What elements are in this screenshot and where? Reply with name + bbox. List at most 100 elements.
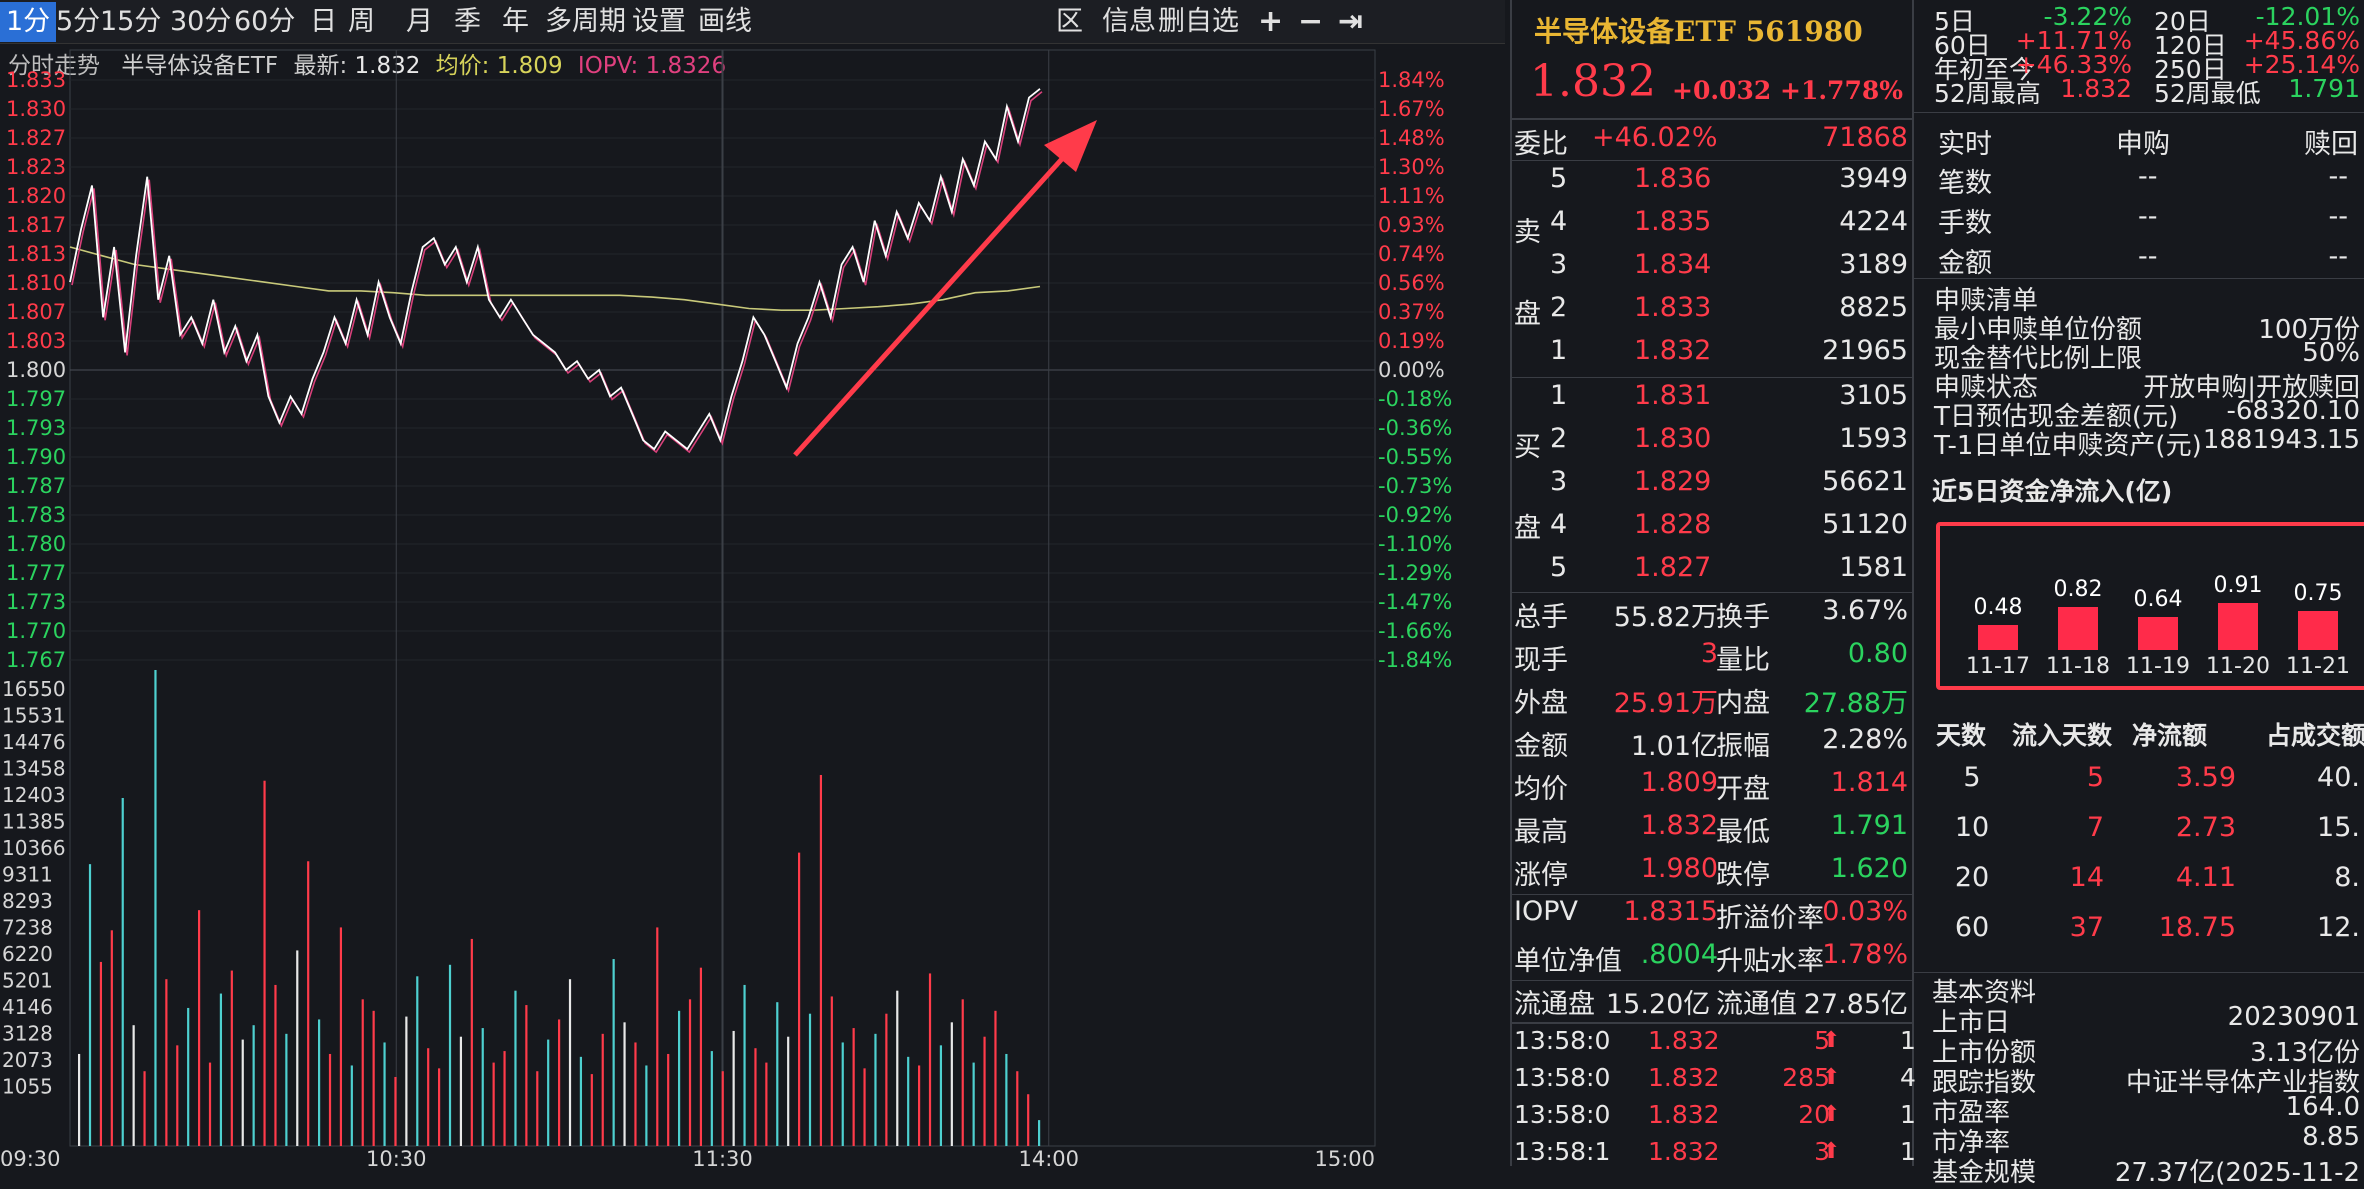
float-label: 流通盘 [1514,989,1595,1020]
bid-price[interactable]: 1.829 [1634,466,1712,497]
remove-watchlist-button[interactable]: 删自选 [1158,6,1239,37]
flow-table-pct: 12. [2317,912,2360,943]
divider [1512,118,1912,120]
collapse-panel-icon[interactable]: ⇥ [1338,4,1364,39]
divider [1512,980,1912,981]
period-tab-7[interactable]: 月 [406,6,433,37]
zoom-in-icon[interactable]: + [1258,4,1284,39]
period-tab-0[interactable]: 1分 [0,2,57,42]
price-tick-label: 1.777 [6,561,66,585]
stat-value: 3.67% [1822,595,1908,626]
volume-bar [776,1002,779,1146]
period-tab-4[interactable]: 60分 [234,6,296,37]
flow-table-days: 60 [1954,912,1990,943]
list-row-label: 最小申赎单位份额 [1934,315,2143,345]
volume-bar [481,1028,484,1146]
period-tab-5[interactable]: 日 [310,6,337,37]
creation-row-buy: -- [2138,201,2158,232]
flow-bar [1978,625,2018,650]
tick-extra: 1 [1900,1137,1916,1166]
basic-row-value: 8.85 [2302,1122,2360,1152]
period-tab-12[interactable]: 画线 [698,6,752,37]
weibi-label: 委比 [1514,129,1568,160]
bid-price[interactable]: 1.830 [1634,423,1712,454]
volume-bar [732,1030,735,1146]
price-tick-label: 1.823 [6,155,66,179]
flow-table-days: 20 [1954,862,1990,893]
creation-row-sell: -- [2328,161,2349,192]
basic-title: 基本资料 [1932,978,2037,1008]
flow-bar [2218,602,2258,650]
volume-bar [154,670,157,1146]
ask-level: 2 [1550,292,1568,323]
flow-table-net: 3.59 [2175,762,2236,793]
volume-tick-label: 13458 [2,757,66,781]
info-button[interactable]: 信息 [1102,6,1156,37]
period-tab-2[interactable]: 15分 [100,6,162,37]
stat-value: 25.91万 [1613,688,1718,719]
perf-value: +45.86% [2243,26,2360,55]
ask-side-label: 盘 [1514,299,1541,330]
volume-bar [525,1005,528,1146]
period-tab-3[interactable]: 30分 [170,6,232,37]
perf-label: 年初至今 [1934,55,2035,84]
ask-price[interactable]: 1.832 [1634,335,1712,366]
creation-row-sell: -- [2328,201,2349,232]
tick-extra: 4 [1900,1063,1916,1092]
volume-bar [645,1065,648,1146]
stat-label: 开盘 [1716,774,1770,805]
price-tick-label: 1.780 [6,532,66,556]
period-tab-8[interactable]: 季 [454,6,481,37]
ask-price[interactable]: 1.835 [1634,206,1712,237]
price-tick-label: 1.770 [6,619,66,643]
volume-bar [187,1007,190,1146]
volume-bar [623,1022,626,1146]
tick-price: 1.832 [1648,1100,1720,1129]
region-button[interactable]: 区 [1056,6,1083,37]
creation-row-label: 手数 [1938,208,1992,239]
volume-bar [361,999,364,1146]
price-tick-label: 1.817 [6,213,66,237]
ask-price[interactable]: 1.836 [1634,163,1712,194]
bid-price[interactable]: 1.827 [1634,552,1712,583]
period-tab-6[interactable]: 周 [348,6,375,37]
perf-value: +25.14% [2243,50,2360,79]
period-tab-9[interactable]: 年 [502,6,529,37]
zoom-out-icon[interactable]: − [1298,4,1324,39]
period-tab-11[interactable]: 设置 [632,6,686,37]
price-tick-label: 1.787 [6,474,66,498]
flow-bar-value: 0.48 [1973,595,2023,621]
volume-bar [656,927,659,1146]
volume-bar [558,1019,561,1146]
ask-price[interactable]: 1.834 [1634,249,1712,280]
perf-label: 120日 [2154,31,2227,60]
float-value: 15.20亿 [1606,989,1711,1020]
volume-bar [863,1068,866,1146]
intraday-chart[interactable]: 1.833 1.830 1.827 1.823 1.820 1.817 1.813 1.810… [0,0,1505,1166]
volume-bar [590,1074,593,1146]
volume-bar [328,1053,332,1146]
volume-bar [470,938,473,1146]
basic-row-value: 27.37亿(2025-11-2 [2114,1158,2360,1188]
ask-price[interactable]: 1.833 [1634,292,1712,323]
float-value: 27.85亿 [1803,989,1908,1020]
creation-header-label: 实时 [1938,129,1992,160]
toolbar: 1分 5分 15分 30分 60分日周月季年多周期 设置 画线 区信息 删自选 + − ⇥ [0,0,1505,44]
price-change: +0.032 [1672,76,1772,105]
bid-price[interactable]: 1.831 [1634,380,1712,411]
period-tab-10[interactable]: 多周期 [545,6,626,37]
pct-tick-label: 0.93% [1378,213,1445,237]
stat-label: 最低 [1716,817,1770,848]
period-tab-1[interactable]: 5分 [56,6,101,37]
flow-bar-date: 11-19 [2126,654,2190,679]
stat-value: 1.814 [1830,767,1908,798]
volume-bar [547,1039,550,1146]
last-price: 1.832 [1530,56,1656,107]
price-tick-label: 1.820 [6,184,66,208]
bid-volume: 51120 [1822,509,1908,540]
pct-tick-label: 0.00% [1378,358,1445,382]
price-tick-label: 1.810 [6,271,66,295]
volume-bar [230,970,233,1146]
bid-side-label: 盘 [1514,513,1541,544]
bid-price[interactable]: 1.828 [1634,509,1712,540]
